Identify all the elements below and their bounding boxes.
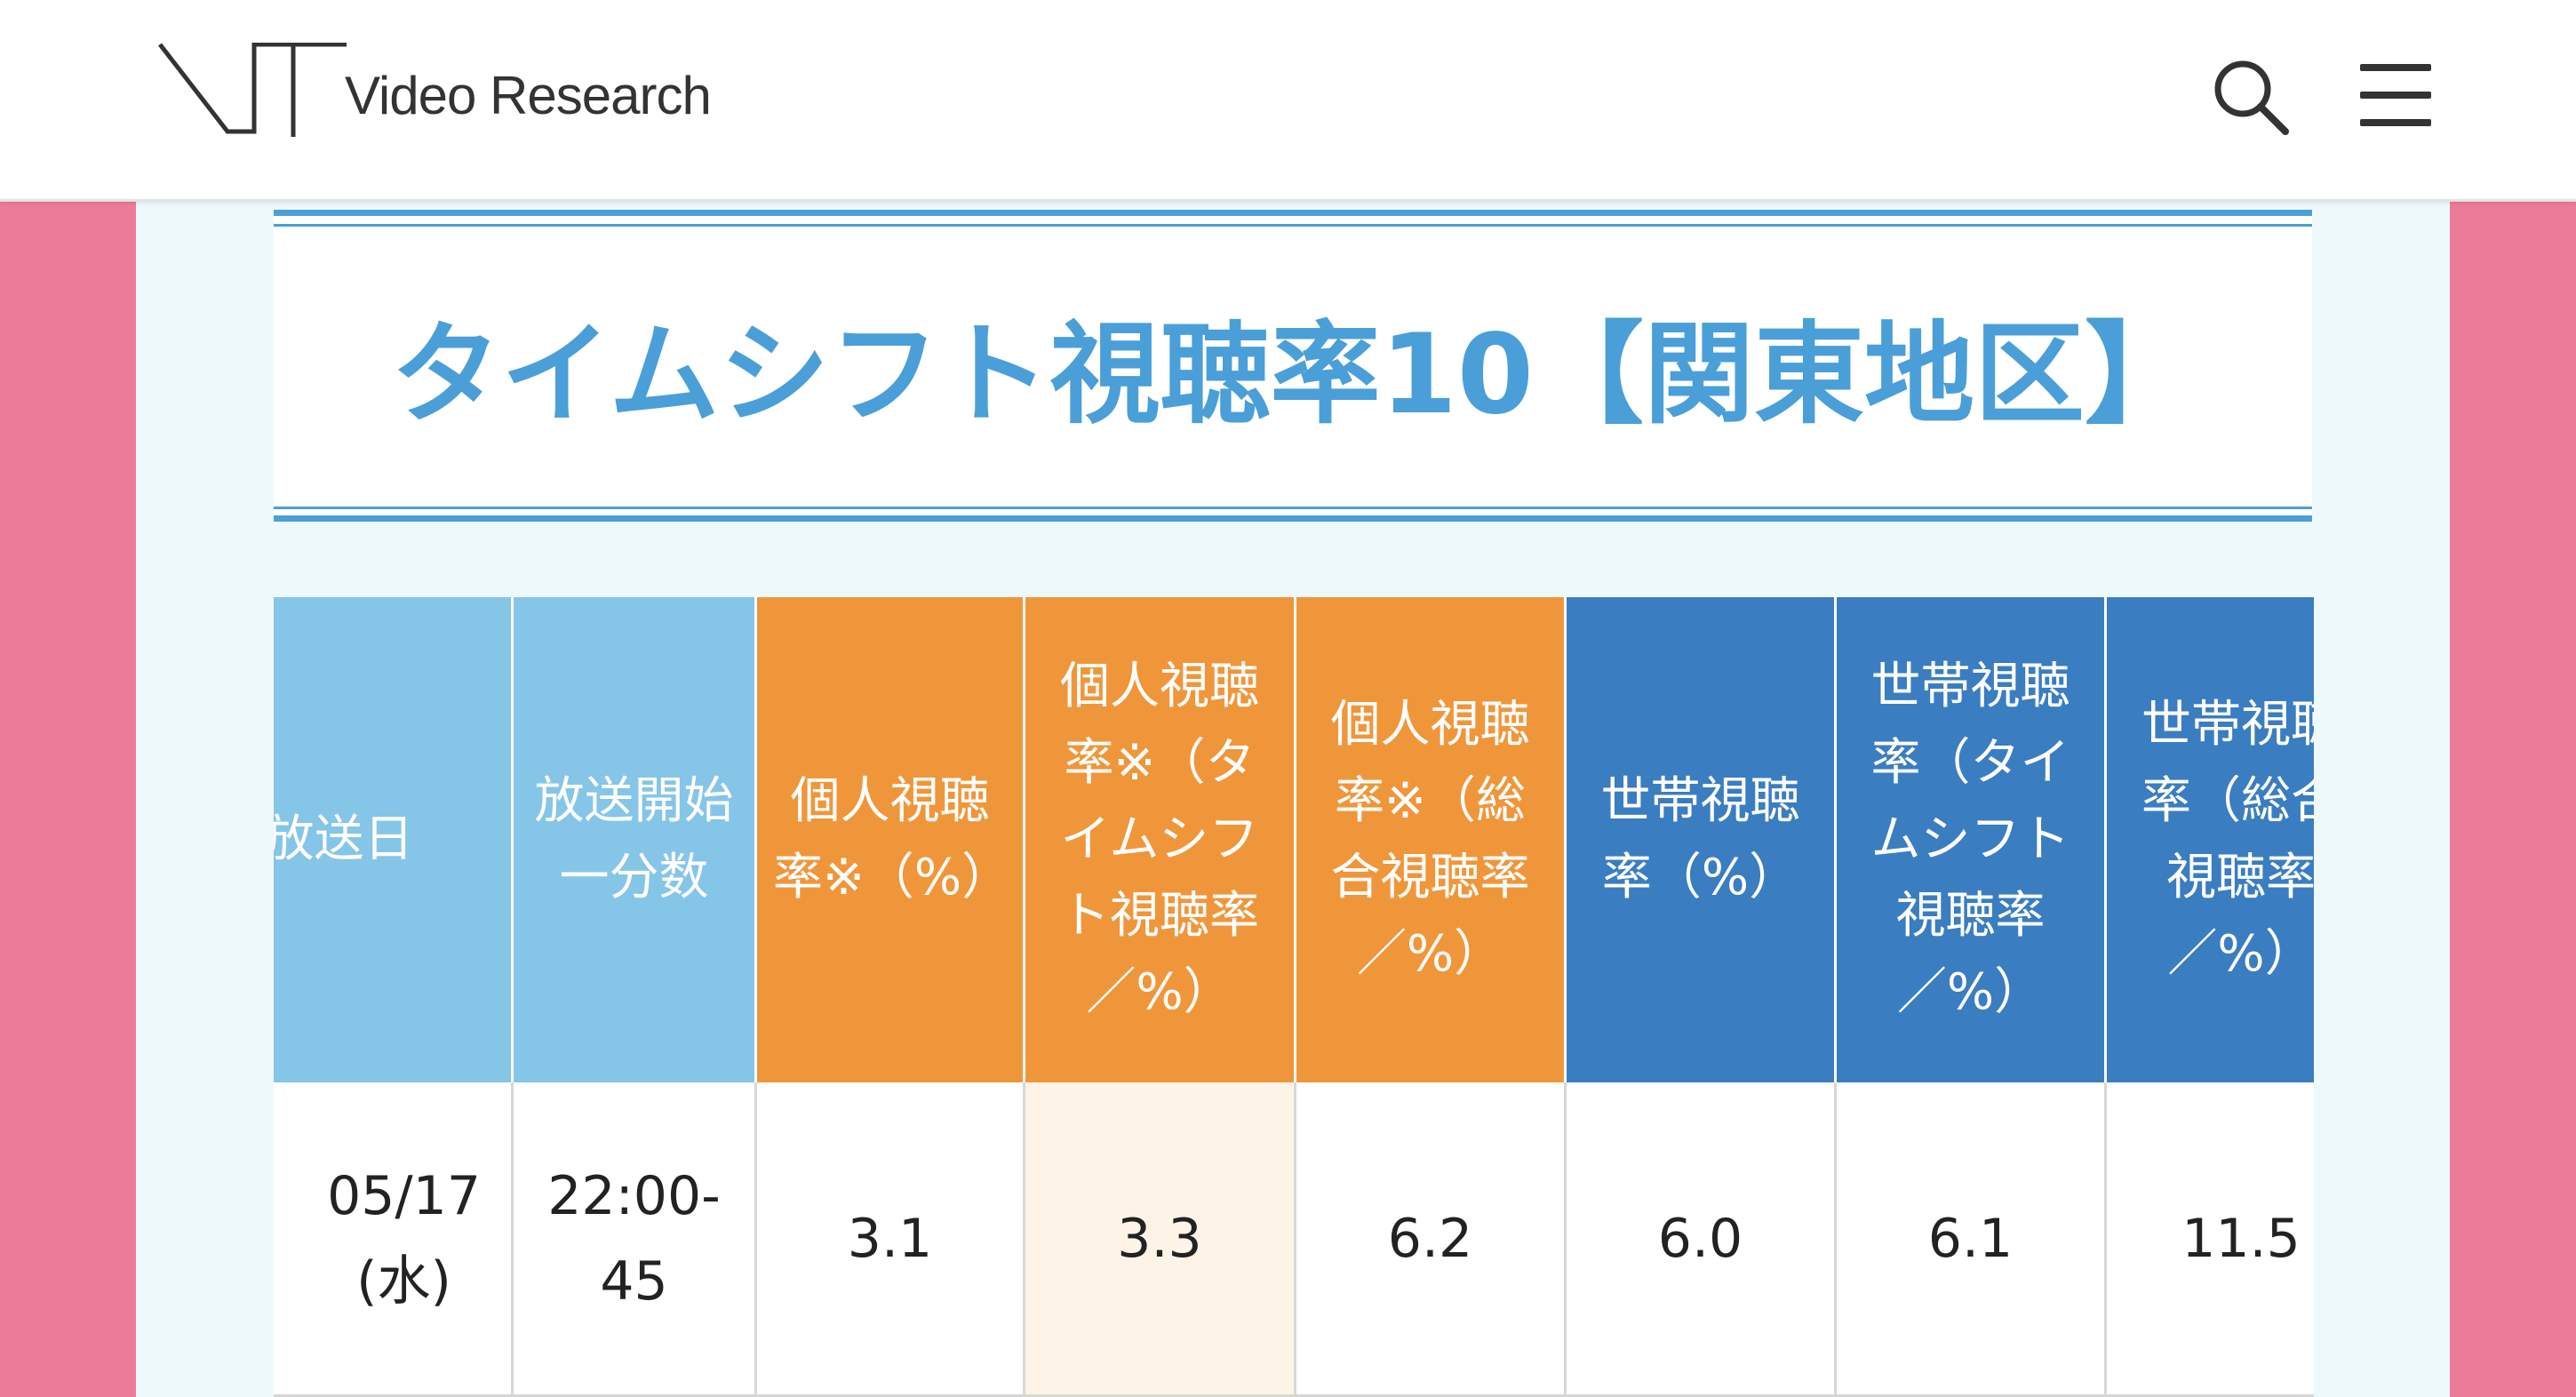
hamburger-menu-icon <box>2360 64 2431 71</box>
cell-personal-timeshift: 3.3 <box>1025 1082 1296 1397</box>
title-box <box>274 210 2312 523</box>
page-title: タイムシフト視聴率10【関東地区】 <box>390 311 2196 439</box>
hamburger-menu-icon <box>2360 92 2431 99</box>
cell-household-timeshift: 6.1 <box>1837 1082 2107 1397</box>
column-header-household-timeshift: 世帯視聴率（タイムシフト視聴率／%） <box>1837 597 2107 1082</box>
column-header-personal-total: 個人視聴率※（総合視聴率／%） <box>1296 597 1567 1082</box>
search-icon <box>2214 60 2289 135</box>
cell-start: 22:00- 45 <box>514 1082 757 1397</box>
title-bottom-rule <box>274 515 2312 522</box>
hamburger-menu-icon <box>2360 119 2431 126</box>
cell-household-total: 11.5 <box>2107 1082 2314 1397</box>
cell-date: 05/17 (水) <box>274 1082 514 1397</box>
cell-household: 6.0 <box>1567 1082 1837 1397</box>
table-header-row: 放送日 放送開始一分数 個人視聴率※（%） 個人視聴率※（タイムシフト視聴率／%… <box>274 597 2314 1082</box>
column-header-personal: 個人視聴率※（%） <box>757 597 1025 1082</box>
cell-start-line2: 45 <box>600 1249 668 1313</box>
cell-personal-total: 6.2 <box>1296 1082 1567 1397</box>
column-header-household: 世帯視聴率（%） <box>1567 597 1837 1082</box>
title-top-rule <box>274 224 2312 227</box>
column-header-household-total: 世帯視聴率（総合視聴率／%） <box>2107 597 2314 1082</box>
cell-start-line1: 22:00- <box>547 1164 721 1227</box>
vr-logo-mark-icon <box>158 43 347 137</box>
cell-date-line1: 05/17 <box>327 1164 481 1227</box>
column-header-start: 放送開始一分数 <box>514 597 757 1082</box>
search-button[interactable] <box>2211 57 2291 137</box>
video-research-logo[interactable]: Video Research <box>158 43 712 140</box>
table-row: 05/17 (水) 22:00- 45 3.1 3.3 6.2 6.0 6.1 … <box>274 1082 2314 1397</box>
column-header-personal-timeshift: 個人視聴率※（タイムシフト視聴率／%） <box>1025 597 1296 1082</box>
cell-personal: 3.1 <box>757 1082 1025 1397</box>
column-header-date: 放送日 <box>274 597 514 1082</box>
title-top-rule <box>274 210 2312 216</box>
hamburger-menu-button[interactable] <box>2357 62 2435 128</box>
cell-date-line2: (水) <box>356 1249 451 1313</box>
brand-name: Video Research <box>345 65 712 125</box>
title-bottom-rule <box>274 507 2312 509</box>
site-header: Video Research <box>0 0 2576 202</box>
ratings-table[interactable]: 放送日 放送開始一分数 個人視聴率※（%） 個人視聴率※（タイムシフト視聴率／%… <box>274 597 2314 1397</box>
